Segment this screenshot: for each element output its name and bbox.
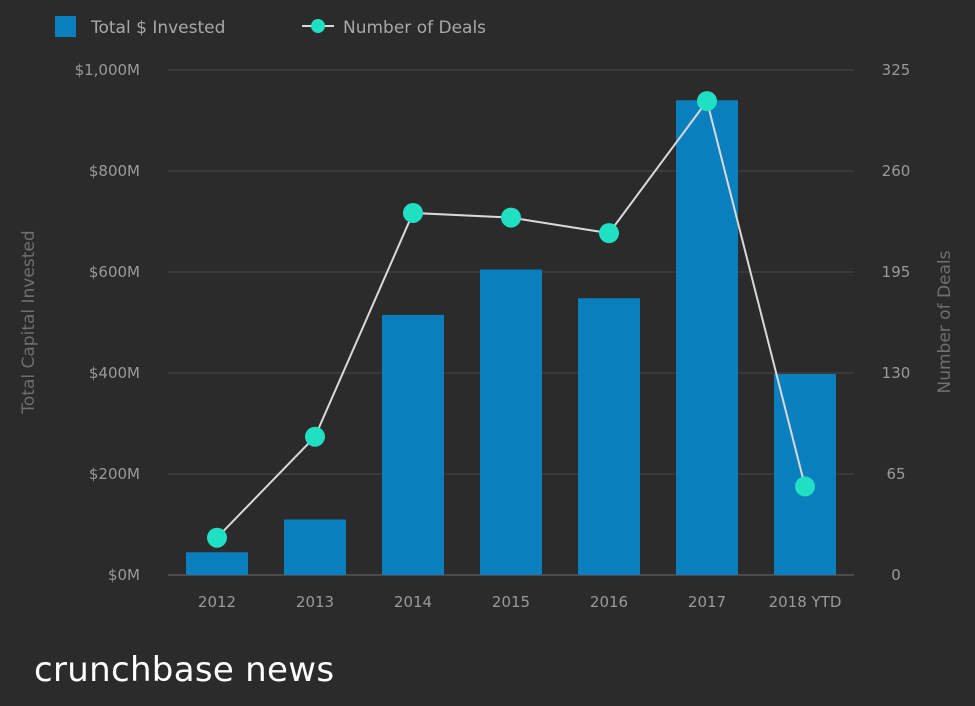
deals-point: [207, 527, 227, 548]
x-tick-label: 2016: [590, 593, 628, 611]
y-tick-label: $200M: [89, 465, 140, 483]
deals-point: [795, 476, 815, 497]
y-tick-label: $0M: [108, 566, 140, 584]
y2-axis-title: Number of Deals: [935, 250, 955, 393]
x-tick-labels: 2012 2013 2014 2015 2016 2017 2018 YTD: [198, 593, 842, 611]
y2-tick-label: 195: [882, 263, 911, 281]
legend-bar-swatch: [55, 16, 76, 37]
deals-point: [403, 202, 423, 223]
x-tick-label: 2012: [198, 593, 236, 611]
x-tick-label: 2018 YTD: [769, 593, 842, 611]
legend-bar-label: Total $ Invested: [90, 18, 225, 38]
y-tick-labels: $0M $200M $400M $600M $800M $1,000M: [75, 61, 140, 584]
bar: [578, 298, 640, 575]
deals-point: [305, 426, 325, 447]
x-tick-label: 2014: [394, 593, 432, 611]
y2-tick-label: 325: [882, 61, 911, 79]
y-tick-label: $400M: [89, 364, 140, 382]
deals-point: [697, 91, 717, 112]
x-tick-label: 2015: [492, 593, 530, 611]
bar: [186, 552, 248, 575]
y-tick-label: $600M: [89, 263, 140, 281]
bar: [480, 269, 542, 575]
deals-point: [501, 207, 521, 228]
bars: [186, 100, 836, 576]
legend-line-marker: [311, 19, 325, 33]
y-axis-title: Total Capital Invested: [19, 230, 39, 414]
bar: [676, 100, 738, 576]
brand-logo-text: crunchbase news: [34, 650, 335, 690]
bar: [382, 314, 444, 575]
y2-tick-label: 260: [882, 162, 911, 180]
deals-point: [599, 223, 619, 244]
y2-tick-labels: 0 65 130 195 260 325: [882, 61, 911, 584]
y2-tick-label: 0: [891, 566, 901, 584]
y2-tick-label: 65: [886, 465, 905, 483]
x-tick-label: 2017: [688, 593, 726, 611]
y-tick-label: $800M: [89, 162, 140, 180]
x-tick-label: 2013: [296, 593, 334, 611]
y-tick-label: $1,000M: [75, 61, 140, 79]
y2-tick-label: 130: [882, 364, 911, 382]
deals-line: [207, 91, 815, 548]
legend-line-label: Number of Deals: [343, 18, 486, 38]
bar: [284, 519, 346, 575]
legend: Total $ Invested Number of Deals: [55, 16, 486, 38]
